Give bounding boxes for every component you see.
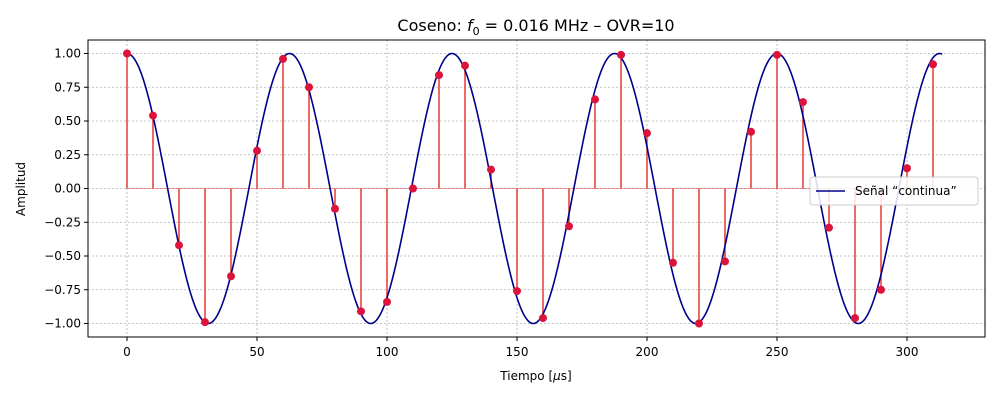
- x-tick-label: 250: [766, 345, 789, 359]
- sample-point: [123, 49, 131, 58]
- sample-point: [877, 285, 885, 294]
- sample-point: [903, 164, 911, 173]
- sample-point: [253, 146, 261, 155]
- sample-point: [747, 127, 755, 136]
- sample-point: [487, 165, 495, 174]
- sample-point: [799, 98, 807, 107]
- sample-point: [149, 111, 157, 120]
- chart-title: Coseno: f0 = 0.016 MHz – OVR=10: [397, 16, 674, 38]
- sample-point: [435, 71, 443, 80]
- sample-point: [721, 257, 729, 266]
- x-tick-label: 0: [123, 345, 131, 359]
- x-axis-label: Tiempo [μs]: [499, 369, 571, 383]
- legend-label: Señal “continua”: [855, 184, 957, 198]
- sample-point: [201, 318, 209, 327]
- x-tick-label: 200: [636, 345, 659, 359]
- sample-point: [591, 95, 599, 104]
- y-tick-label: −0.75: [44, 283, 81, 297]
- y-tick-label: −1.00: [44, 317, 81, 331]
- y-tick-label: 1.00: [54, 47, 81, 61]
- continuous-curve-layer: [126, 52, 943, 325]
- x-tick-label: 100: [376, 345, 399, 359]
- sample-point: [331, 204, 339, 213]
- sample-point: [357, 307, 365, 316]
- y-tick-label: 0.50: [54, 114, 81, 128]
- y-tick-label: 0.75: [54, 80, 81, 94]
- sample-point: [825, 223, 833, 232]
- legend: Señal “continua”: [809, 176, 979, 206]
- sample-point: [539, 314, 547, 323]
- sample-point: [227, 272, 235, 281]
- sample-markers: [123, 49, 937, 328]
- y-axis-label: Amplitud: [14, 162, 28, 216]
- y-axis-ticks: 1.00 0.75 0.50 0.25 0.00 −0.25 −0.50 −0.75 −1.00: [44, 47, 88, 331]
- x-tick-label: 300: [896, 345, 919, 359]
- y-tick-label: −0.50: [44, 249, 81, 263]
- sample-point: [383, 297, 391, 306]
- sample-point: [773, 50, 781, 59]
- x-tick-label: 150: [506, 345, 529, 359]
- sample-point: [617, 50, 625, 59]
- legend-box: [809, 176, 979, 206]
- y-tick-label: −0.25: [44, 215, 81, 229]
- sample-point: [279, 54, 287, 63]
- sample-point: [175, 241, 183, 250]
- continuous-signal-line: [126, 52, 943, 325]
- sample-point: [851, 314, 859, 323]
- y-tick-label: 0.00: [54, 182, 81, 196]
- sample-point: [513, 287, 521, 296]
- y-tick-label: 0.25: [54, 148, 81, 162]
- sample-point: [305, 83, 313, 92]
- sample-point: [929, 60, 937, 69]
- sample-point: [565, 222, 573, 231]
- sample-point: [409, 184, 417, 193]
- x-tick-label: 50: [249, 345, 264, 359]
- sample-point: [643, 129, 651, 138]
- sample-point: [461, 61, 469, 70]
- sample-point: [695, 319, 703, 328]
- sample-point: [669, 258, 677, 267]
- x-axis-ticks: 0 50 100 150 200 250 300: [123, 337, 918, 359]
